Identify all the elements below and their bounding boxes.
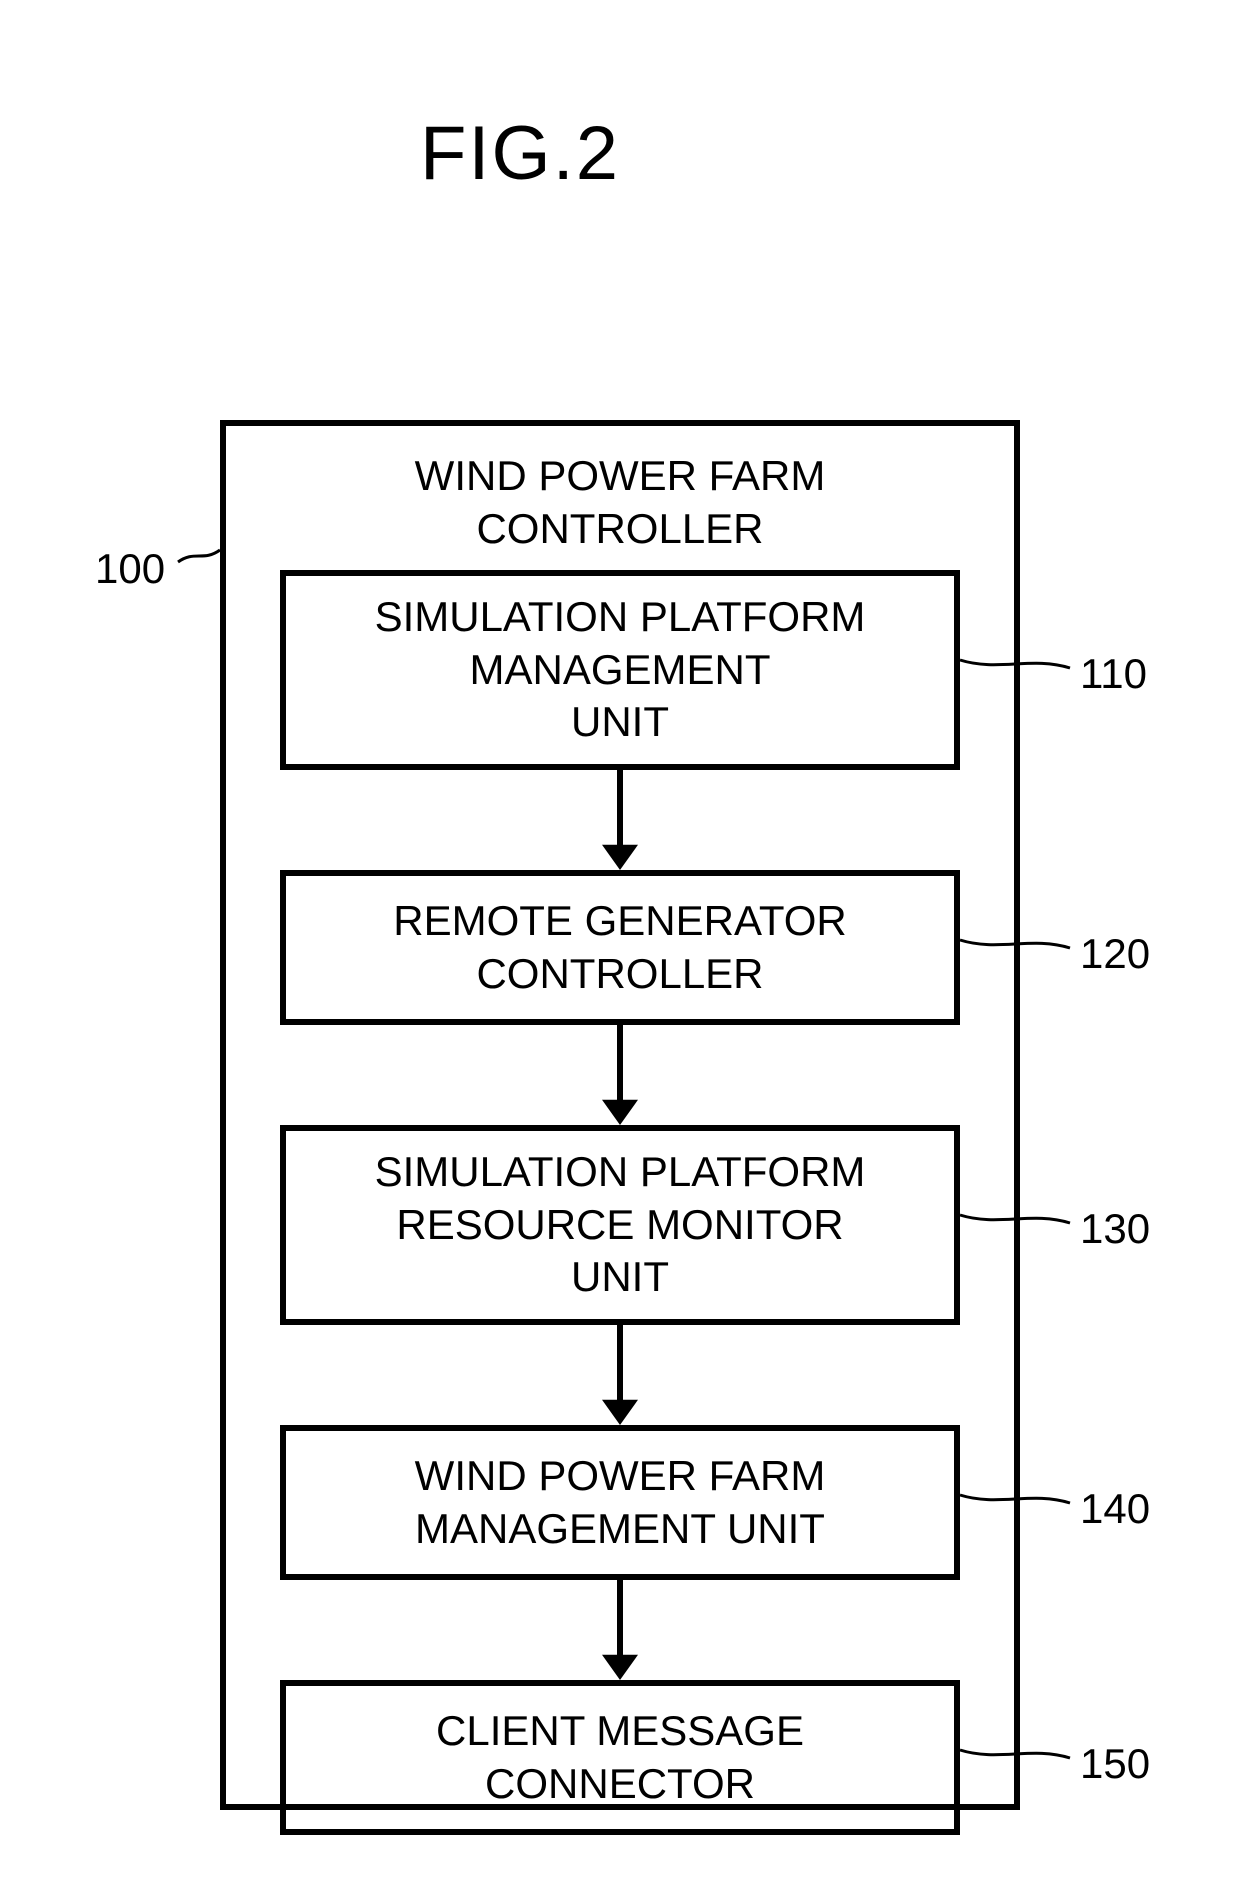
diagram-canvas: FIG.2 WIND POWER FARM CONTROLLER 100 SIM… <box>0 0 1240 1886</box>
block-label: CLIENT MESSAGE CONNECTOR <box>436 1705 804 1810</box>
block-leader-line <box>955 1480 1075 1518</box>
block-label: WIND POWER FARM MANAGEMENT UNIT <box>415 1450 826 1555</box>
block-label: REMOTE GENERATOR CONTROLLER <box>393 895 847 1000</box>
outer-ref-label: 100 <box>95 545 165 593</box>
flow-arrow <box>600 1023 640 1127</box>
block-box: REMOTE GENERATOR CONTROLLER <box>280 870 960 1025</box>
block-ref-label: 120 <box>1080 930 1150 978</box>
flow-arrow <box>600 1323 640 1427</box>
flow-arrow <box>600 1578 640 1682</box>
outer-leader-line <box>173 545 225 567</box>
block-leader-line <box>955 645 1075 683</box>
block-ref-label: 110 <box>1080 650 1147 698</box>
block-box: WIND POWER FARM MANAGEMENT UNIT <box>280 1425 960 1580</box>
block-box: SIMULATION PLATFORM RESOURCE MONITOR UNI… <box>280 1125 960 1325</box>
flow-arrow <box>600 768 640 872</box>
figure-title: FIG.2 <box>420 110 620 197</box>
block-box: SIMULATION PLATFORM MANAGEMENT UNIT <box>280 570 960 770</box>
block-leader-line <box>955 1735 1075 1773</box>
block-leader-line <box>955 925 1075 963</box>
block-ref-label: 130 <box>1080 1205 1150 1253</box>
outer-container-title: WIND POWER FARM CONTROLLER <box>350 450 890 555</box>
block-label: SIMULATION PLATFORM MANAGEMENT UNIT <box>375 591 866 749</box>
block-ref-label: 140 <box>1080 1485 1150 1533</box>
block-label: SIMULATION PLATFORM RESOURCE MONITOR UNI… <box>375 1146 866 1304</box>
block-box: CLIENT MESSAGE CONNECTOR <box>280 1680 960 1835</box>
block-ref-label: 150 <box>1080 1740 1150 1788</box>
block-leader-line <box>955 1200 1075 1238</box>
